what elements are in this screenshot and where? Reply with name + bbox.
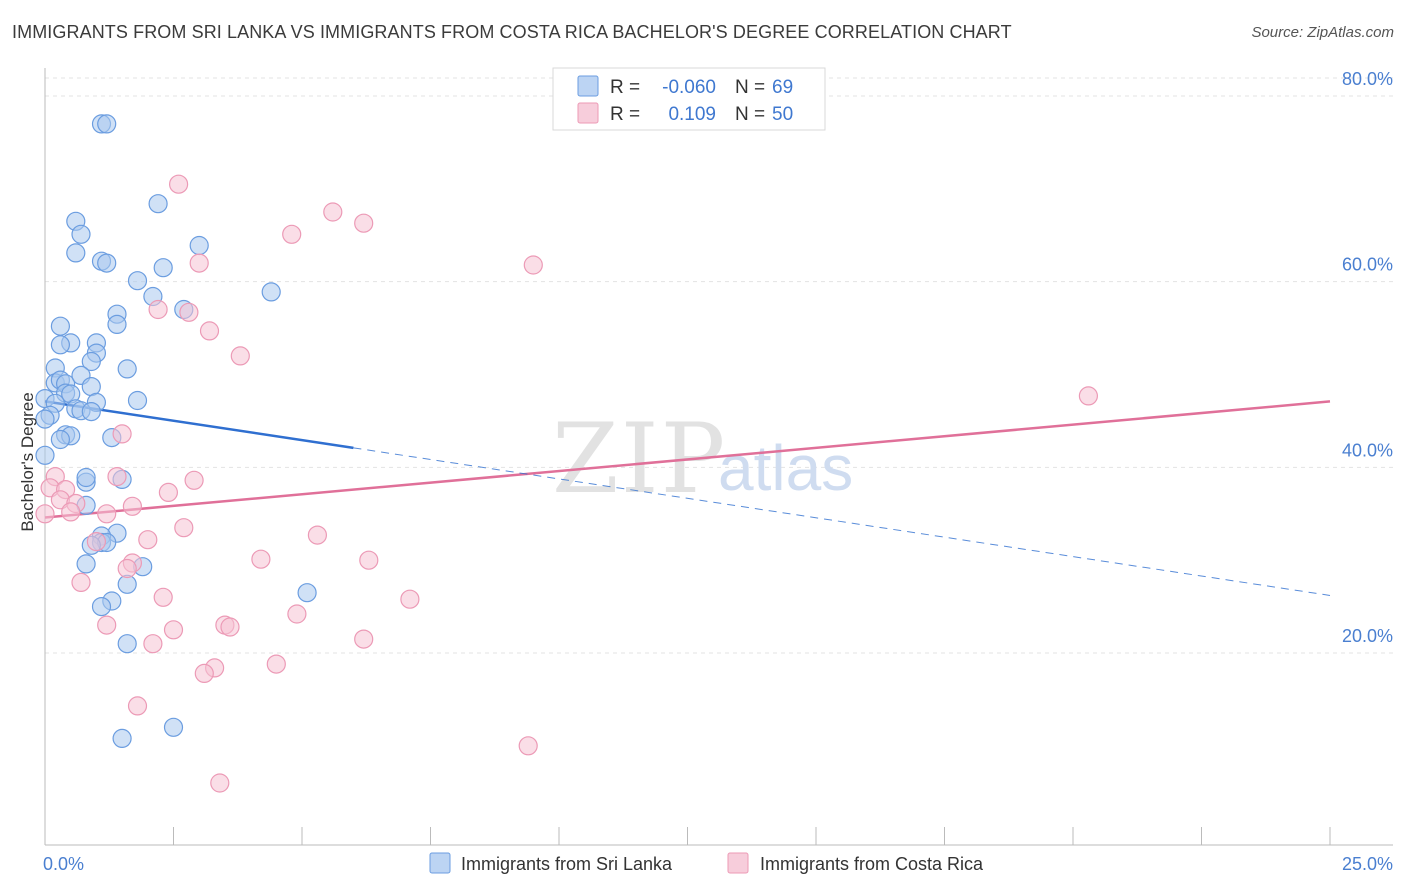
- series-swatch-sri-lanka: [429, 852, 451, 874]
- point-pink-35: [287, 604, 307, 624]
- stats-legend: R = -0.060 N = 69 R = 0.109 N = 50: [552, 67, 826, 131]
- point-blue-16: [50, 316, 71, 336]
- point-pink-29: [251, 549, 271, 569]
- point-pink-42: [266, 654, 286, 674]
- point-blue-42: [50, 429, 71, 450]
- grid-lines: [45, 77, 1393, 654]
- point-blue-59: [297, 583, 317, 603]
- point-pink-24: [174, 518, 194, 538]
- point-blue-22: [117, 359, 137, 379]
- point-pink-1: [323, 202, 343, 222]
- legend-n-value-2: 50: [772, 104, 793, 125]
- point-pink-21: [35, 504, 55, 524]
- legend-r-value-1: -0.060: [662, 77, 716, 98]
- point-blue-21: [81, 351, 101, 372]
- legend-n-label-1: N =: [735, 77, 765, 98]
- point-pink-2: [354, 213, 374, 233]
- x-tick-label-max: 25.0%: [1342, 854, 1393, 874]
- point-pink-17: [158, 482, 178, 502]
- point-pink-20: [122, 496, 142, 516]
- point-blue-15: [107, 314, 127, 334]
- series-label-costa-rica: Immigrants from Costa Rica: [760, 854, 984, 874]
- trendline-costa-rica: [44, 400, 1331, 519]
- point-pink-12: [107, 467, 127, 487]
- y-tick-labels: 20.0% 40.0% 60.0% 80.0%: [1342, 69, 1393, 646]
- y-tick-label-60: 60.0%: [1342, 255, 1393, 275]
- point-pink-10: [1078, 386, 1099, 406]
- y-tick-label-20: 20.0%: [1342, 626, 1393, 646]
- point-pink-4: [189, 253, 209, 273]
- legend-r-label-2: R =: [610, 104, 640, 125]
- legend-n-label-2: N =: [735, 104, 765, 125]
- point-pink-7: [179, 302, 199, 322]
- point-pink-9: [230, 346, 250, 366]
- source-label: Source: ZipAtlas.com: [1251, 24, 1394, 41]
- point-pink-41: [143, 634, 163, 654]
- legend-swatch-pink: [577, 102, 599, 124]
- point-blue-8: [97, 253, 117, 273]
- y-tick-label-40: 40.0%: [1342, 440, 1393, 460]
- legend-n-value-1: 69: [772, 77, 793, 98]
- point-pink-26: [138, 530, 158, 550]
- point-blue-61: [163, 717, 184, 737]
- point-pink-46: [518, 736, 538, 756]
- point-pink-16: [184, 470, 204, 490]
- point-blue-54: [76, 554, 96, 574]
- point-blue-6: [66, 243, 86, 263]
- point-pink-31: [117, 558, 137, 579]
- point-pink-44: [194, 663, 214, 684]
- point-pink-32: [71, 572, 91, 593]
- watermark: ZIP atlas: [552, 403, 853, 515]
- data-points: [35, 114, 1099, 793]
- point-blue-5: [189, 235, 209, 256]
- series-label-sri-lanka: Immigrants from Sri Lanka: [461, 854, 673, 874]
- point-blue-1: [97, 114, 117, 134]
- point-blue-18: [50, 335, 71, 355]
- series-swatch-costa-rica: [727, 852, 749, 874]
- point-blue-11: [261, 282, 281, 302]
- point-pink-22: [61, 502, 81, 522]
- point-pink-27: [86, 531, 107, 552]
- point-pink-3: [282, 224, 302, 244]
- point-pink-33: [153, 587, 173, 607]
- point-pink-39: [163, 620, 184, 640]
- point-blue-44: [35, 445, 55, 465]
- point-pink-11: [112, 424, 132, 444]
- point-pink-40: [354, 629, 374, 649]
- point-pink-36: [97, 615, 117, 635]
- point-blue-39: [35, 409, 55, 429]
- point-pink-6: [148, 299, 168, 320]
- point-pink-38: [220, 617, 240, 637]
- point-blue-34: [127, 390, 148, 411]
- watermark-atlas: atlas: [718, 432, 853, 504]
- point-blue-46: [76, 467, 96, 488]
- y-axis-label: Bachelor's Degree: [18, 392, 37, 531]
- point-pink-34: [400, 589, 420, 609]
- legend-swatch-blue: [577, 75, 599, 97]
- y-tick-label-80: 80.0%: [1342, 69, 1393, 89]
- point-blue-62: [112, 728, 132, 749]
- point-blue-4: [71, 224, 91, 244]
- chart-title: IMMIGRANTS FROM SRI LANKA VS IMMIGRANTS …: [12, 22, 1012, 42]
- trendline-sri-lanka-extension: [353, 447, 1331, 596]
- point-blue-10: [127, 271, 148, 291]
- point-pink-45: [127, 696, 148, 716]
- point-blue-60: [117, 634, 137, 654]
- legend-r-value-2: 0.109: [668, 104, 716, 125]
- point-pink-5: [523, 255, 543, 275]
- point-blue-37: [81, 402, 101, 422]
- point-pink-30: [359, 550, 379, 570]
- point-pink-47: [210, 773, 230, 793]
- point-pink-0: [169, 174, 189, 194]
- point-blue-2: [148, 194, 168, 214]
- point-blue-9: [153, 258, 173, 278]
- point-blue-58: [91, 596, 112, 617]
- point-pink-8: [199, 321, 220, 341]
- series-legend: Immigrants from Sri Lanka Immigrants fro…: [429, 852, 984, 874]
- point-pink-23: [97, 504, 117, 524]
- legend-r-label-1: R =: [610, 77, 640, 98]
- x-tick-label-min: 0.0%: [43, 854, 84, 874]
- point-pink-25: [307, 525, 327, 545]
